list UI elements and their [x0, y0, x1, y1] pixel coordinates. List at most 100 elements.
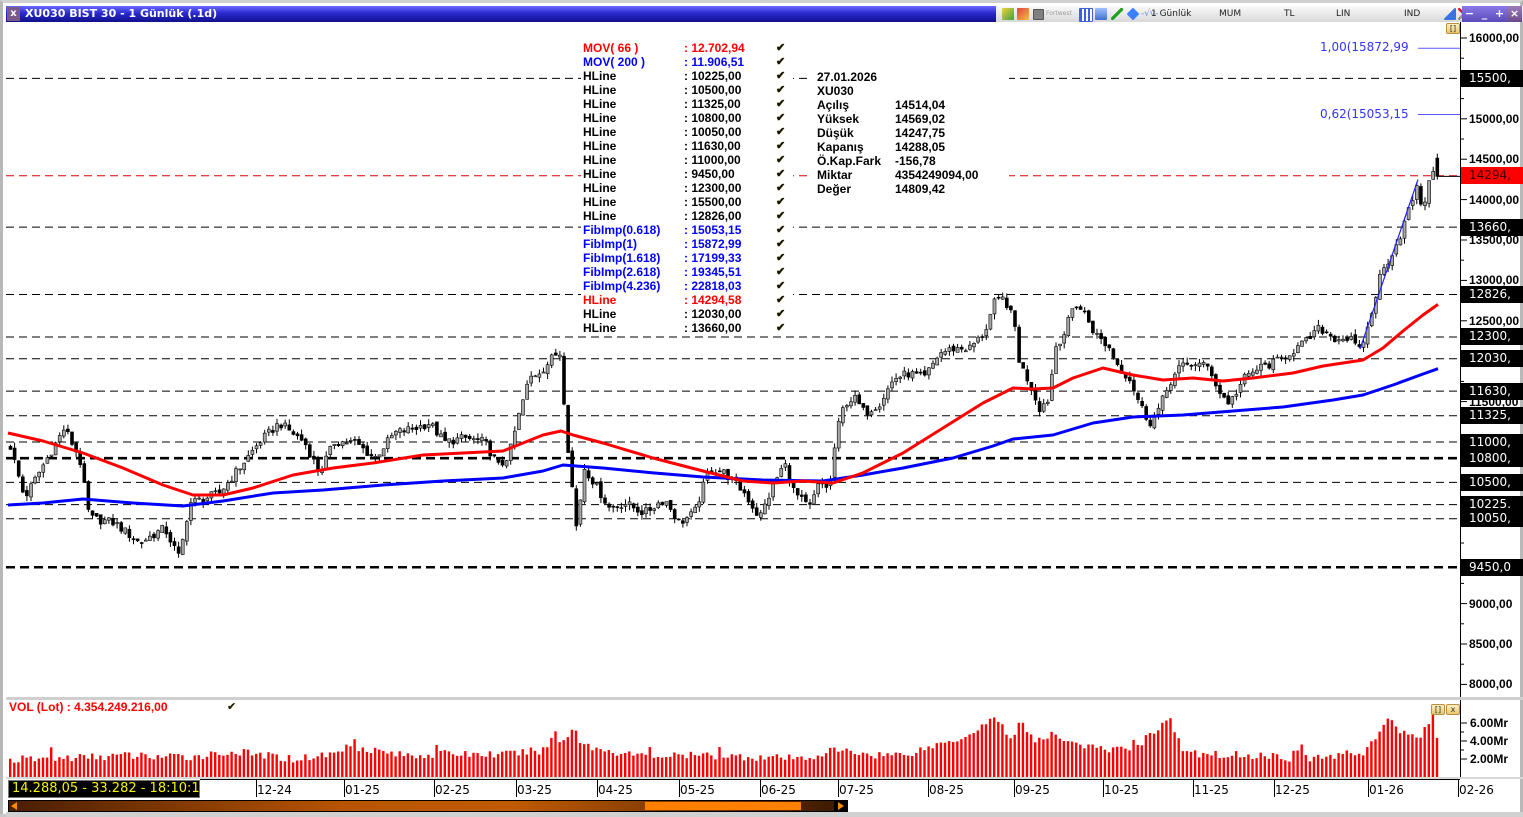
hline-price-badge[interactable]: 11630, — [1461, 382, 1523, 400]
info-label: Yüksek — [817, 112, 860, 126]
time-tick-label: 11-25 — [1194, 783, 1229, 797]
volume-pane-restore-button[interactable]: [] — [1431, 704, 1445, 715]
legend-check-icon[interactable]: ✔ — [776, 126, 786, 138]
time-scrollbar[interactable] — [8, 800, 848, 812]
hline-price-badge[interactable]: 15500, — [1461, 69, 1523, 87]
legend-row[interactable]: HLine: 10500,00 ✔ — [583, 83, 785, 97]
legend-check-icon[interactable]: ✔ — [776, 154, 786, 166]
info-row: Kapanış 14288,05 — [817, 140, 945, 154]
legend-check-icon[interactable]: ✔ — [776, 294, 786, 306]
legend-row[interactable]: HLine: 14294,58 ✔ — [583, 293, 785, 307]
waveform-icon[interactable]: -√v- — [1141, 9, 1159, 19]
legend-check-icon[interactable]: ✔ — [776, 266, 786, 278]
data-table-icon[interactable] — [1079, 8, 1093, 22]
indicators-button[interactable]: IND — [1404, 9, 1421, 19]
legend-check-icon[interactable]: ✔ — [776, 112, 786, 124]
price-axis[interactable]: 16000,00 15000,00 14500,00 14000,00 13500,00… — [1461, 22, 1523, 698]
chart-type-selector[interactable]: MUM — [1219, 9, 1242, 19]
price-tick-label: 16000,00 — [1469, 31, 1520, 45]
scrollbar-thumb[interactable] — [645, 802, 801, 810]
window-layout-icon[interactable] — [1033, 9, 1044, 20]
hline-price-badge[interactable]: 10225. — [1461, 496, 1523, 514]
time-tick-label: 12-25 — [1275, 783, 1310, 797]
legend-row[interactable]: MOV( 200 ): 11.906,51 ✔ — [583, 55, 785, 69]
legend-row[interactable]: HLine: 15500,00 ✔ — [583, 195, 785, 209]
legend-check-icon[interactable]: ✔ — [776, 182, 786, 194]
close-window-button[interactable]: × — [1507, 6, 1522, 22]
legend-row[interactable]: FibImp(1): 15872,99 ✔ — [583, 237, 785, 251]
chart-toolbar: Fortwest -√v- 1 Günlük MUM TL LIN IND − … — [996, 6, 1523, 22]
minimize-pane-button[interactable]: − — [1462, 6, 1477, 22]
legend-row[interactable]: HLine: 10225,00 ✔ — [583, 69, 785, 83]
legend-row[interactable]: HLine: 12030,00 ✔ — [583, 307, 785, 321]
legend-check-icon[interactable]: ✔ — [776, 322, 786, 334]
maximize-button[interactable]: + — [1492, 6, 1507, 22]
legend-check-icon[interactable]: ✔ — [776, 224, 786, 236]
hline-price-badge[interactable]: 11325, — [1461, 407, 1523, 425]
legend-check-icon[interactable]: ✔ — [776, 42, 786, 54]
hline-price-badge[interactable]: 10800, — [1461, 449, 1523, 467]
legend-row[interactable]: FibImp(1.618): 17199,33 ✔ — [583, 251, 785, 265]
scroll-left-arrow-icon[interactable] — [11, 802, 17, 810]
currency-selector[interactable]: TL — [1284, 9, 1295, 19]
legend-check-icon[interactable]: ✔ — [776, 238, 786, 250]
legend-row[interactable]: FibImp(2.618): 19345,51 ✔ — [583, 265, 785, 279]
legend-row[interactable]: MOV( 66 ): 12.702,94 ✔ — [583, 41, 785, 55]
indicator-chart-icon[interactable] — [1095, 8, 1107, 20]
template-icon[interactable] — [1017, 8, 1029, 20]
price-pane-restore-button[interactable]: [] — [1446, 23, 1460, 34]
minimize-button[interactable]: _ — [1477, 6, 1492, 22]
legend-check-icon[interactable]: ✔ — [776, 140, 786, 152]
legend-check-icon[interactable]: ✔ — [776, 56, 786, 68]
tiny-label[interactable]: Fortwest — [1046, 10, 1072, 17]
scale-selector[interactable]: LIN — [1336, 9, 1351, 19]
legend-name: HLine — [583, 111, 617, 125]
legend-check-icon[interactable]: ✔ — [776, 252, 786, 264]
volume-pane-close-button[interactable]: x — [1446, 704, 1460, 715]
move-icon[interactable] — [1126, 7, 1140, 21]
legend-row[interactable]: FibImp(0.618): 15053,15 ✔ — [583, 223, 785, 237]
legend-check-icon[interactable]: ✔ — [776, 70, 786, 82]
hline-price-badge[interactable]: 10050, — [1461, 510, 1523, 528]
scroll-right-arrow-icon — [838, 802, 844, 810]
time-tick-label: 06-25 — [761, 783, 796, 797]
legend-row[interactable]: HLine: 11000,00 ✔ — [583, 153, 785, 167]
info-row: Değer 14809,42 — [817, 182, 945, 196]
info-value: 14247,75 — [895, 126, 946, 140]
legend-check-icon[interactable]: ✔ — [776, 84, 786, 96]
legend-row[interactable]: HLine: 10050,00 ✔ — [583, 125, 785, 139]
hline-price-badge[interactable]: 9450,0 — [1461, 558, 1523, 576]
period-selector[interactable]: 1 Günlük — [1151, 9, 1192, 19]
hline-price-badge[interactable]: 12030, — [1461, 350, 1523, 368]
legend-row[interactable]: HLine: 12826,00 ✔ — [583, 209, 785, 223]
fib-level-label: 0,62(15053,15 — [1320, 106, 1409, 121]
chart-settings-icon[interactable] — [1002, 8, 1014, 20]
hline-price-badge[interactable]: 11000, — [1461, 433, 1523, 451]
legend-row[interactable]: HLine: 9450,00 ✔ — [583, 167, 785, 181]
legend-check-icon[interactable]: ✔ — [776, 168, 786, 180]
legend-check-icon[interactable]: ✔ — [776, 98, 786, 110]
legend-check-icon[interactable]: ✔ — [776, 308, 786, 320]
arrow-icon[interactable] — [1444, 8, 1456, 20]
hline-price-badge[interactable]: 12826, — [1461, 285, 1523, 303]
legend-row[interactable]: HLine: 11325,00 ✔ — [583, 97, 785, 111]
legend-check-icon[interactable]: ✔ — [776, 210, 786, 222]
legend-row[interactable]: HLine: 12300,00 ✔ — [583, 181, 785, 195]
volume-visible-check-icon[interactable]: ✔ — [227, 700, 237, 713]
legend-check-icon[interactable]: ✔ — [776, 280, 786, 292]
info-value: 14569,02 — [895, 112, 946, 126]
pencil-draw-icon[interactable] — [1111, 8, 1123, 20]
hline-price-badge[interactable]: 13660, — [1461, 218, 1523, 236]
hline-price-badge[interactable]: 12300, — [1461, 328, 1523, 346]
scroll-right-button[interactable] — [834, 801, 847, 811]
close-chart-button[interactable]: x — [7, 7, 20, 21]
title-bar[interactable]: x XU030 BIST 30 - 1 Günlük (.1d) Fortwes… — [6, 6, 1523, 22]
legend-row[interactable]: HLine: 10800,00 ✔ — [583, 111, 785, 125]
hline-price-badge[interactable]: 14294, — [1461, 167, 1523, 185]
legend-row[interactable]: HLine: 11630,00 ✔ — [583, 139, 785, 153]
legend-row[interactable]: HLine: 13660,00 ✔ — [583, 321, 785, 335]
legend-row[interactable]: FibImp(4.236): 22818,03 ✔ — [583, 279, 785, 293]
legend-check-icon[interactable]: ✔ — [776, 196, 786, 208]
hline-price-badge[interactable]: 10500, — [1461, 473, 1523, 491]
volume-tick-label: 6.00Mr — [1470, 716, 1509, 730]
